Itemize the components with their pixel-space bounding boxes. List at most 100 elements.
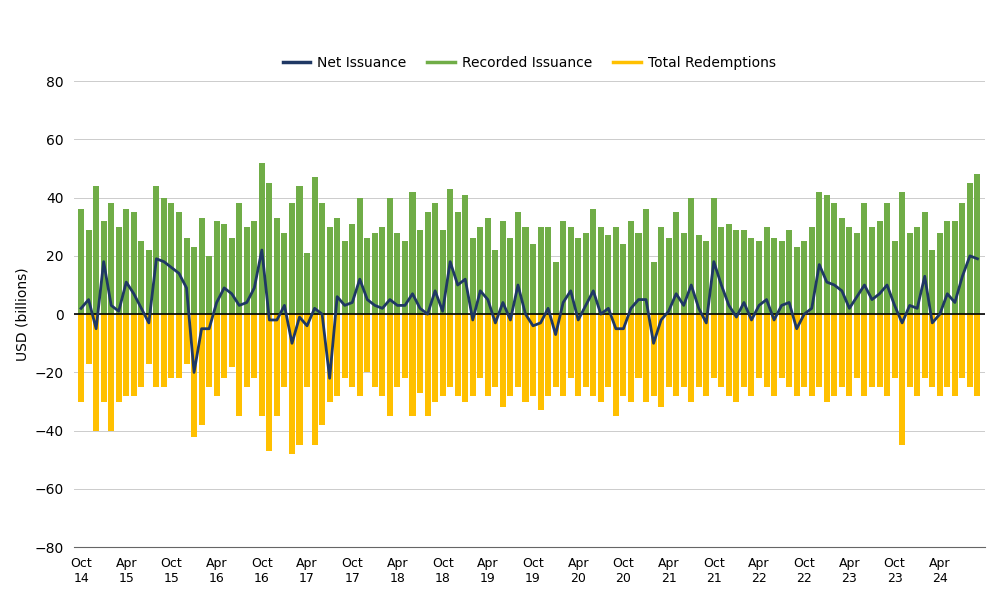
Bar <box>470 238 476 314</box>
Bar <box>605 314 611 387</box>
Bar <box>296 186 303 314</box>
Bar <box>651 314 657 396</box>
Bar <box>387 314 393 416</box>
Bar <box>741 230 747 314</box>
Bar <box>839 218 845 314</box>
Bar <box>583 233 589 314</box>
Bar <box>620 244 626 314</box>
Bar <box>718 314 724 387</box>
Bar <box>658 227 664 314</box>
Bar <box>696 314 702 387</box>
Bar <box>123 314 129 396</box>
Bar <box>78 314 84 401</box>
Bar <box>477 314 483 378</box>
Bar <box>447 189 453 314</box>
Bar <box>583 314 589 387</box>
Bar <box>959 314 965 378</box>
Bar <box>846 227 852 314</box>
Bar <box>937 314 943 396</box>
Bar <box>696 235 702 314</box>
Bar <box>485 218 491 314</box>
Bar <box>93 186 99 314</box>
Bar <box>553 314 559 387</box>
Bar <box>726 314 732 396</box>
Bar <box>779 314 785 378</box>
Bar <box>598 227 604 314</box>
Bar <box>214 314 220 396</box>
Bar <box>417 314 423 393</box>
Bar <box>281 314 287 387</box>
Bar <box>455 314 461 396</box>
Bar <box>605 235 611 314</box>
Bar <box>334 218 340 314</box>
Bar <box>974 314 980 396</box>
Bar <box>522 227 529 314</box>
Bar <box>613 227 619 314</box>
Bar <box>364 314 370 373</box>
Bar <box>839 314 845 387</box>
Bar <box>191 314 197 437</box>
Bar <box>319 314 325 425</box>
Bar <box>568 314 574 378</box>
Bar <box>101 314 107 401</box>
Bar <box>176 212 182 314</box>
Bar <box>402 241 408 314</box>
Bar <box>199 218 205 314</box>
Bar <box>779 241 785 314</box>
Bar <box>138 241 144 314</box>
Bar <box>334 314 340 396</box>
Bar <box>892 241 898 314</box>
Bar <box>312 177 318 314</box>
Bar <box>711 314 717 378</box>
Bar <box>191 247 197 314</box>
Bar <box>681 233 687 314</box>
Bar <box>86 230 92 314</box>
Bar <box>146 250 152 314</box>
Bar <box>899 314 905 445</box>
Bar <box>809 227 815 314</box>
Bar <box>409 192 416 314</box>
Bar <box>327 227 333 314</box>
Bar <box>786 314 792 387</box>
Bar <box>884 314 890 396</box>
Bar <box>914 314 920 396</box>
Bar <box>824 314 830 401</box>
Bar <box>206 256 212 314</box>
Bar <box>681 314 687 387</box>
Bar <box>718 227 724 314</box>
Bar <box>229 238 235 314</box>
Bar <box>560 314 566 396</box>
Bar <box>590 314 596 396</box>
Bar <box>907 314 913 387</box>
Bar <box>244 314 250 387</box>
Bar <box>922 212 928 314</box>
Bar <box>598 314 604 401</box>
Bar <box>485 314 491 396</box>
Bar <box>251 314 257 378</box>
Bar <box>409 314 416 416</box>
Bar <box>432 203 438 314</box>
Bar <box>703 241 709 314</box>
Bar <box>266 183 272 314</box>
Bar <box>643 209 649 314</box>
Bar <box>289 203 295 314</box>
Bar <box>176 314 182 378</box>
Bar <box>794 314 800 396</box>
Bar <box>944 314 950 387</box>
Bar <box>86 314 92 364</box>
Bar <box>199 314 205 425</box>
Bar <box>831 314 837 396</box>
Bar <box>274 218 280 314</box>
Bar <box>229 314 235 367</box>
Bar <box>522 314 529 401</box>
Bar <box>726 224 732 314</box>
Bar <box>417 230 423 314</box>
Bar <box>251 221 257 314</box>
Bar <box>387 197 393 314</box>
Bar <box>168 203 174 314</box>
Bar <box>379 227 385 314</box>
Bar <box>764 227 770 314</box>
Bar <box>892 314 898 378</box>
Bar <box>402 314 408 378</box>
Bar <box>688 197 694 314</box>
